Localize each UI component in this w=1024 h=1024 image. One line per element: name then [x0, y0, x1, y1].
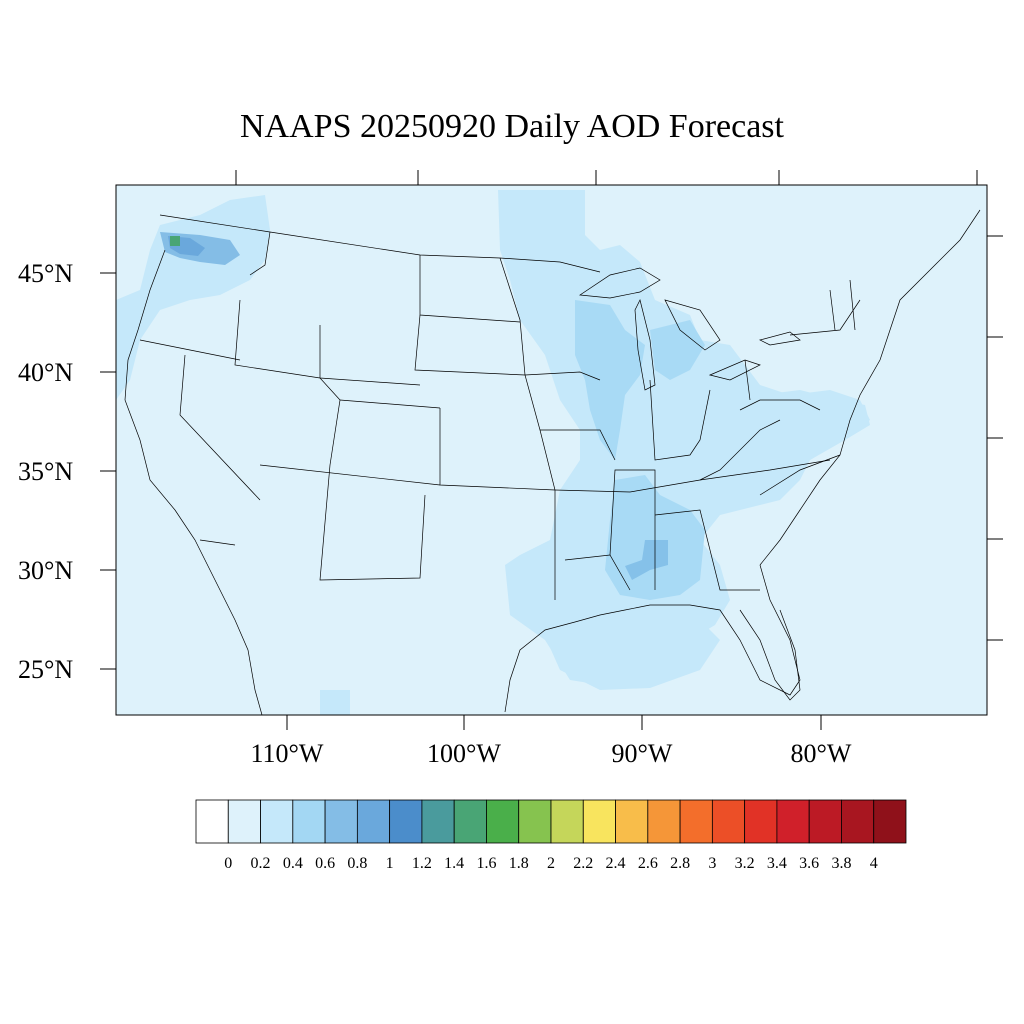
east-coast	[759, 209, 981, 566]
colorbar-swatch	[679, 799, 713, 844]
lake-erie	[708, 359, 761, 381]
colorbar-label: 2.6	[638, 855, 658, 872]
colorbar-label: 0.2	[251, 855, 271, 872]
colorbar-label: 2.8	[670, 855, 690, 872]
colorbar-label: 4	[870, 855, 878, 872]
lon-label-90: 90°W	[612, 739, 673, 768]
lat-label-35: 35°N	[18, 457, 73, 486]
aod-region-midatlantic	[740, 390, 870, 480]
colorbar-label: 2	[547, 855, 555, 872]
aod-region-gulf	[540, 612, 720, 690]
colorbar-swatch	[550, 799, 584, 844]
colorbar-swatch	[776, 799, 810, 844]
left-ticks	[100, 272, 116, 670]
colorbar-swatch	[292, 799, 326, 844]
colorbar-label: 3.8	[831, 855, 851, 872]
lake-huron	[664, 299, 721, 351]
colorbar-swatch	[486, 799, 520, 844]
colorbar-swatch	[389, 799, 423, 844]
map-title: NAAPS 20250920 Daily AOD Forecast	[240, 108, 784, 145]
colorbar-label: 2.4	[606, 855, 626, 872]
colorbar-swatch	[647, 799, 681, 844]
colorbar-label: 1.2	[412, 855, 432, 872]
aod-region-ohio-valley	[650, 320, 705, 380]
aod-region-wa-peak	[170, 236, 180, 246]
colorbar-swatch	[453, 799, 487, 844]
lake-ontario	[759, 331, 801, 346]
colorbar-swatch	[324, 799, 358, 844]
lat-label-45: 45°N	[18, 259, 73, 288]
lake-superior	[578, 267, 661, 299]
aod-region-midwest-mid	[575, 300, 645, 460]
colorbar-swatch	[841, 799, 875, 844]
colorbar-swatch	[260, 799, 294, 844]
aod-field	[116, 190, 870, 715]
colorbar-label: 1.4	[444, 855, 464, 872]
right-ticks	[987, 235, 1003, 641]
colorbar-label: 0.4	[283, 855, 303, 872]
colorbar-label: 3.6	[799, 855, 819, 872]
lon-label-100: 100°W	[427, 739, 501, 768]
colorbar-label: 2.2	[573, 855, 593, 872]
colorbar-swatch	[808, 799, 842, 844]
gulf-coast	[504, 564, 801, 713]
colorbar-label: 0.8	[347, 855, 367, 872]
colorbar-swatch	[227, 799, 261, 844]
lat-label-30: 30°N	[18, 556, 73, 585]
colorbar-swatch	[518, 799, 552, 844]
colorbar-swatch	[421, 799, 455, 844]
colorbar-swatch	[615, 799, 649, 844]
canada-border	[159, 214, 601, 273]
lat-label-40: 40°N	[18, 358, 73, 387]
colorbar-swatch	[356, 799, 391, 844]
colorbar-label: 0	[224, 855, 232, 872]
colorbar-swatch	[582, 799, 616, 844]
colorbar: 0 0.2 0.4 0.6 0.8 1 1.2 1.4 1.6 1.8 2 2.2 2.4 2.6 2.8 3…	[195, 799, 907, 872]
boundaries	[124, 209, 981, 715]
aod-region-baja	[320, 690, 350, 715]
lon-label-80: 80°W	[791, 739, 852, 768]
west-coast	[124, 249, 263, 715]
bottom-ticks	[286, 715, 822, 730]
lon-label-110: 110°W	[251, 739, 324, 768]
colorbar-swatch	[744, 799, 778, 844]
colorbar-label: 3.4	[767, 855, 787, 872]
colorbar-label: 1.8	[509, 855, 529, 872]
colorbar-label: 1	[386, 855, 394, 872]
colorbar-label: 3.2	[735, 855, 755, 872]
aod-region-alabama-core	[625, 540, 668, 580]
colorbar-label: 0.6	[315, 855, 335, 872]
colorbar-label: 3	[708, 855, 716, 872]
colorbar-swatch	[873, 799, 907, 844]
top-ticks	[235, 170, 978, 185]
florida	[739, 609, 801, 701]
lake-michigan	[634, 298, 656, 391]
map-frame	[115, 184, 988, 716]
colorbar-label: 1.6	[476, 855, 496, 872]
colorbar-swatch	[711, 799, 746, 844]
lat-label-25: 25°N	[18, 655, 73, 684]
colorbar-swatch	[195, 799, 229, 844]
